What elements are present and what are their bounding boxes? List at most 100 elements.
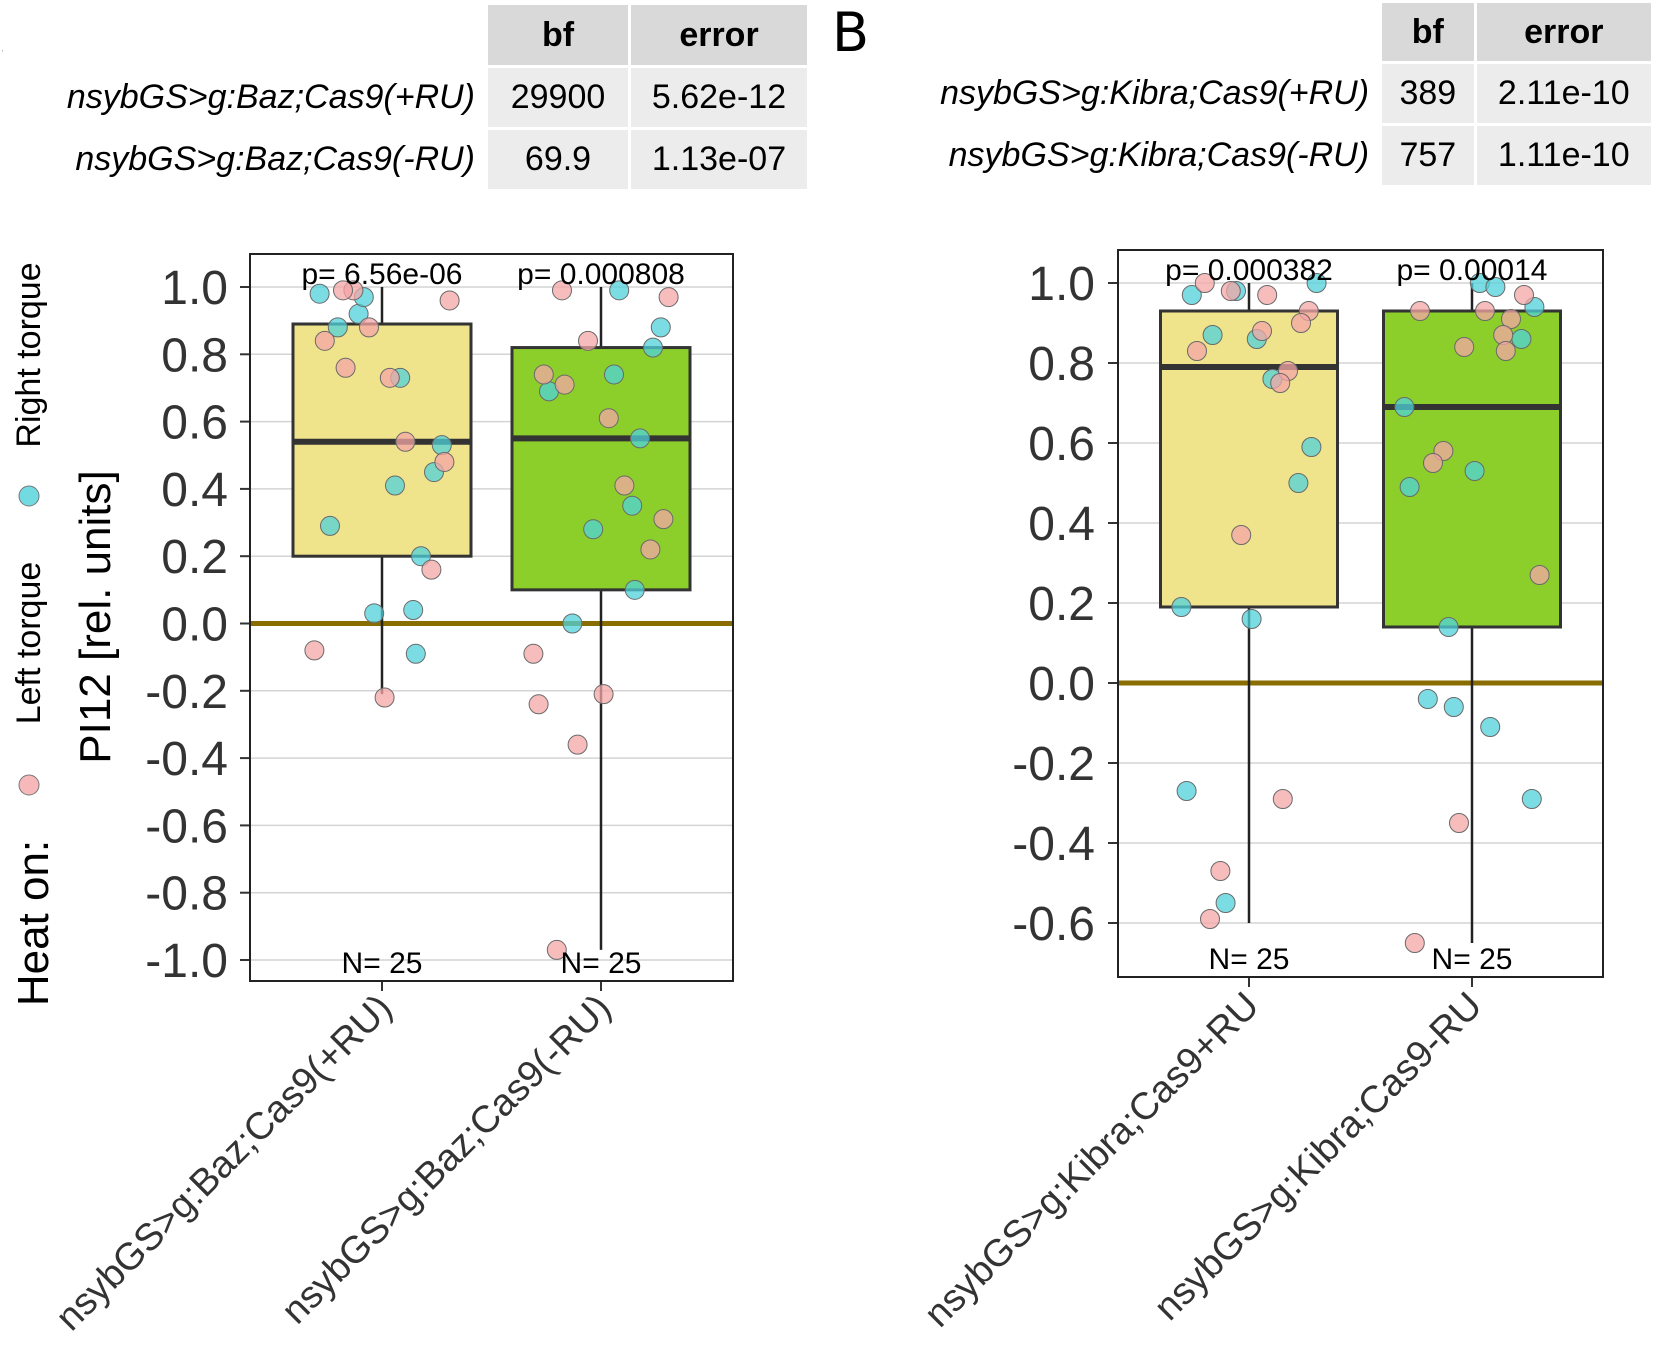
box	[1159, 309, 1339, 609]
data-point	[1301, 437, 1322, 457]
y-tick-label: 0.8	[1028, 338, 1095, 391]
data-point	[364, 603, 385, 624]
data-point	[1270, 373, 1291, 393]
table-cell-error: 2.11e-10	[1476, 64, 1651, 123]
y-axis-title: PI12 [rel. units]	[71, 470, 120, 763]
data-point	[327, 317, 348, 338]
plot-border	[1117, 249, 1604, 978]
data-point	[1511, 329, 1532, 349]
p-value-label: p= 0.00014	[1397, 254, 1548, 287]
y-tick-label: 0.4	[1028, 498, 1095, 551]
data-point	[379, 367, 400, 388]
table-row-name: nsybGS>g:Baz;Cas9(-RU)	[3, 130, 485, 189]
panel-label-b: B	[832, 1, 870, 64]
column-header-error: error	[631, 5, 807, 65]
data-point	[403, 600, 424, 621]
data-point	[1272, 789, 1293, 809]
data-point	[1210, 861, 1231, 881]
data-point	[1194, 273, 1215, 293]
data-point	[1521, 789, 1542, 809]
data-point	[1257, 285, 1278, 305]
data-point	[562, 613, 583, 634]
data-point	[1501, 309, 1521, 329]
data-point	[1485, 277, 1506, 297]
data-point	[359, 317, 379, 338]
data-point	[385, 475, 405, 496]
table-cell-error: 5.62e-12	[631, 68, 807, 127]
data-point	[650, 317, 671, 338]
data-point	[1215, 893, 1236, 913]
data-point	[1306, 273, 1327, 293]
data-point	[1454, 337, 1475, 357]
data-point	[309, 283, 330, 304]
data-point	[1475, 301, 1495, 321]
bf-table-a: bf error nsybGS>g:Baz;Cas9(+RU) 29900 5.…	[0, 2, 810, 192]
legend-label-left-torque: Left torque	[10, 562, 48, 725]
data-point	[405, 643, 426, 664]
data-point	[567, 734, 588, 755]
data-point	[546, 939, 567, 960]
data-point	[1252, 321, 1272, 341]
data-point	[583, 519, 604, 540]
table-row-name: nsybGS>g:Kibra;Cas9(+RU)	[893, 64, 1380, 123]
data-point	[658, 287, 679, 308]
data-point	[1495, 341, 1516, 361]
data-point	[1394, 397, 1415, 417]
column-header-error: error	[1476, 3, 1651, 61]
data-point	[1220, 281, 1241, 301]
data-point	[533, 364, 554, 385]
y-tick-label: 0.2	[1028, 578, 1095, 631]
table-row-name: nsybGS>g:Kibra;Cas9(-RU)	[893, 126, 1380, 185]
y-tick-label: 0.0	[1028, 658, 1095, 711]
y-tick-label: -0.4	[1012, 818, 1095, 871]
data-point	[640, 539, 661, 560]
data-point	[304, 640, 325, 661]
data-point	[1231, 525, 1252, 545]
data-point	[1410, 301, 1430, 321]
data-point	[1241, 609, 1262, 629]
table-cell-bf: 389	[1382, 64, 1474, 123]
y-tick-label: 0.6	[161, 397, 228, 450]
box	[510, 346, 692, 592]
data-point	[1404, 933, 1425, 953]
y-tick-label: 0.8	[161, 329, 228, 382]
data-point	[1288, 473, 1309, 493]
y-tick-label: 1.0	[161, 262, 228, 315]
data-point	[1171, 597, 1192, 617]
plot-border	[249, 253, 734, 982]
data-point	[1529, 565, 1550, 585]
table-cell-error: 1.11e-10	[1476, 126, 1651, 185]
table-corner	[3, 5, 485, 65]
data-point	[434, 451, 455, 472]
data-point	[604, 364, 624, 385]
p-value-label: p= 0.000382	[1165, 254, 1333, 287]
legend-label-right-torque: Right torque	[10, 262, 48, 447]
y-tick-label: -1.0	[145, 935, 228, 988]
data-point	[335, 357, 356, 378]
y-tick-label: -0.2	[145, 666, 228, 719]
y-tick-label: 0.0	[161, 599, 228, 652]
y-tick-label: -0.6	[145, 800, 228, 853]
data-point	[598, 408, 619, 429]
data-point	[1202, 325, 1223, 345]
data-point	[395, 431, 416, 452]
data-point	[1176, 781, 1197, 801]
data-point	[1291, 313, 1311, 333]
data-point	[1417, 689, 1438, 709]
y-tick-label: -0.4	[145, 733, 228, 786]
column-header-bf: bf	[1382, 3, 1474, 61]
data-point	[320, 515, 340, 536]
bf-table-b: bf error nsybGS>g:Kibra;Cas9(+RU) 389 2.…	[890, 0, 1654, 188]
n-label: N= 25	[1209, 943, 1290, 976]
table-row-name: nsybGS>g:Baz;Cas9(+RU)	[3, 68, 485, 127]
data-point	[1480, 717, 1501, 737]
column-header-bf: bf	[488, 5, 628, 65]
data-point	[333, 280, 353, 301]
data-point	[552, 280, 572, 301]
data-point	[439, 290, 460, 311]
data-point	[1438, 617, 1459, 637]
data-point	[1187, 341, 1207, 361]
data-point	[411, 546, 431, 567]
n-label: N= 25	[342, 947, 423, 980]
